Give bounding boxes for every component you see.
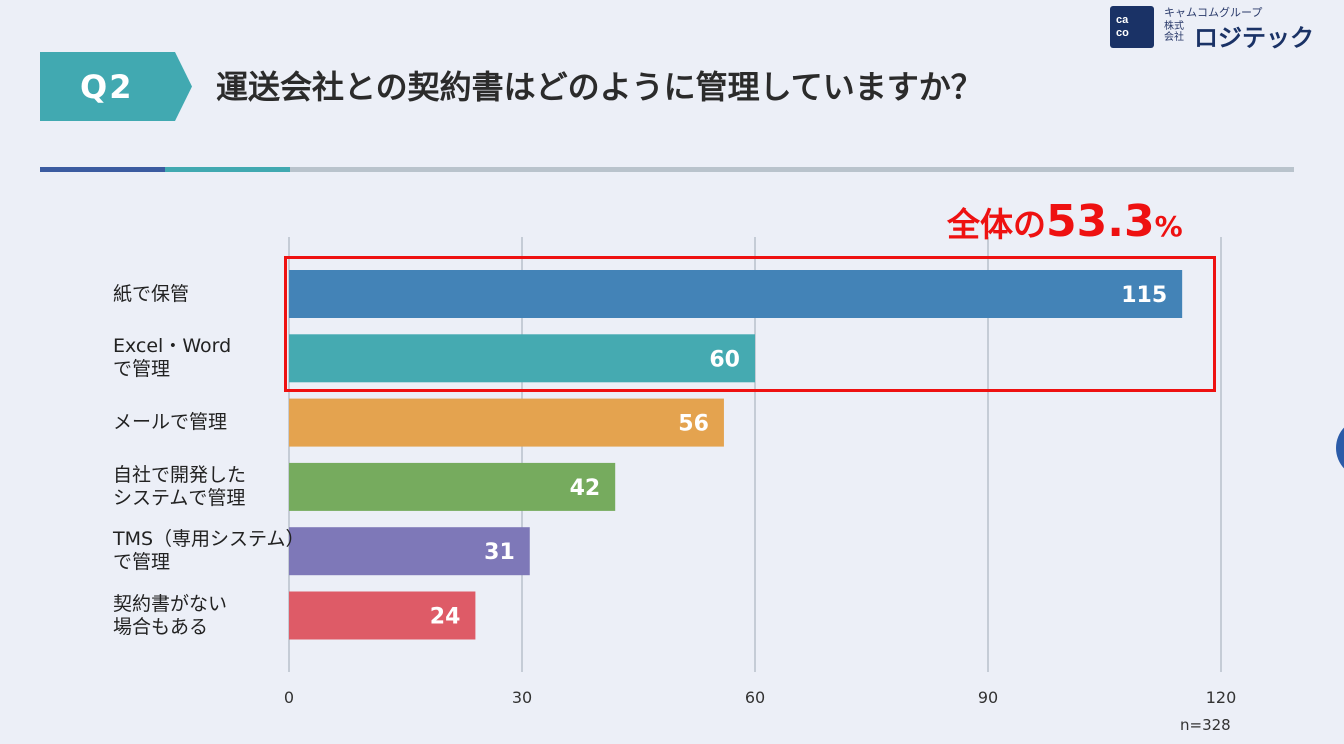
data-label: 115 bbox=[1121, 283, 1167, 308]
category-label-line: システムで管理 bbox=[113, 486, 246, 509]
category-label-line: メールで管理 bbox=[113, 411, 228, 434]
category-label-line: 紙で保管 bbox=[113, 282, 190, 305]
category-label-line: 自社で開発した bbox=[113, 463, 247, 486]
category-label-line: 場合もある bbox=[113, 615, 209, 638]
bar bbox=[289, 398, 724, 447]
divider-segment-gray bbox=[290, 167, 1294, 172]
divider-segment-navy bbox=[40, 167, 165, 172]
category-label: 自社で開発した システムで管理 bbox=[113, 464, 246, 510]
data-label: 31 bbox=[484, 540, 515, 565]
category-label: 紙で保管 bbox=[113, 283, 189, 306]
bar bbox=[289, 270, 1183, 318]
category-label-line: で管理 bbox=[113, 358, 171, 381]
category-label: 契約書がない 場合もある bbox=[113, 593, 227, 639]
question-number: Q2 bbox=[80, 67, 134, 106]
x-tick-label: 120 bbox=[1206, 688, 1237, 707]
x-tick-label: 0 bbox=[284, 688, 294, 707]
x-tick-label: 30 bbox=[512, 688, 532, 707]
category-label-line: 契約書がない bbox=[113, 592, 228, 615]
question-number-badge: Q2 bbox=[40, 52, 192, 121]
bar bbox=[289, 462, 616, 511]
sample-size-note: n=328 bbox=[1180, 716, 1231, 734]
side-button-edge[interactable] bbox=[1336, 418, 1344, 478]
logo-mark: ca co bbox=[1110, 6, 1154, 48]
category-label-line: で管理 bbox=[113, 551, 171, 574]
data-label: 42 bbox=[570, 476, 601, 501]
callout-value: 53.3 bbox=[1046, 196, 1155, 247]
bar bbox=[289, 334, 755, 383]
question-title: 運送会社との契約書はどのように管理していますか？ bbox=[216, 68, 983, 106]
bar bbox=[289, 591, 476, 640]
company-logo: ca co キャムコムグループ 株式 会社 ロジテック bbox=[1110, 4, 1335, 52]
x-tick-label: 90 bbox=[978, 688, 998, 707]
logo-company-name: ロジテック bbox=[1194, 24, 1314, 52]
logo-group-name: キャムコムグループ bbox=[1164, 6, 1263, 19]
data-label: 60 bbox=[709, 347, 740, 372]
category-label: Excel・Word で管理 bbox=[113, 335, 231, 381]
data-label: 56 bbox=[678, 412, 709, 437]
x-tick-label: 60 bbox=[745, 688, 765, 707]
callout-prefix: 全体の bbox=[947, 205, 1046, 244]
data-label: 24 bbox=[430, 605, 461, 630]
category-label-line: Excel・Word bbox=[113, 335, 232, 358]
callout-unit: % bbox=[1154, 210, 1183, 243]
highlight-box bbox=[284, 256, 1216, 392]
highlight-callout: 全体の53.3% bbox=[947, 196, 1183, 247]
divider-segment-teal bbox=[165, 167, 290, 172]
logo-kabushiki: 株式 会社 bbox=[1164, 21, 1184, 43]
category-label-line: TMS（専用システム） bbox=[113, 528, 305, 551]
category-label: メールで管理 bbox=[113, 411, 227, 434]
category-label: TMS（専用システム） で管理 bbox=[113, 528, 305, 574]
bar bbox=[289, 527, 530, 576]
